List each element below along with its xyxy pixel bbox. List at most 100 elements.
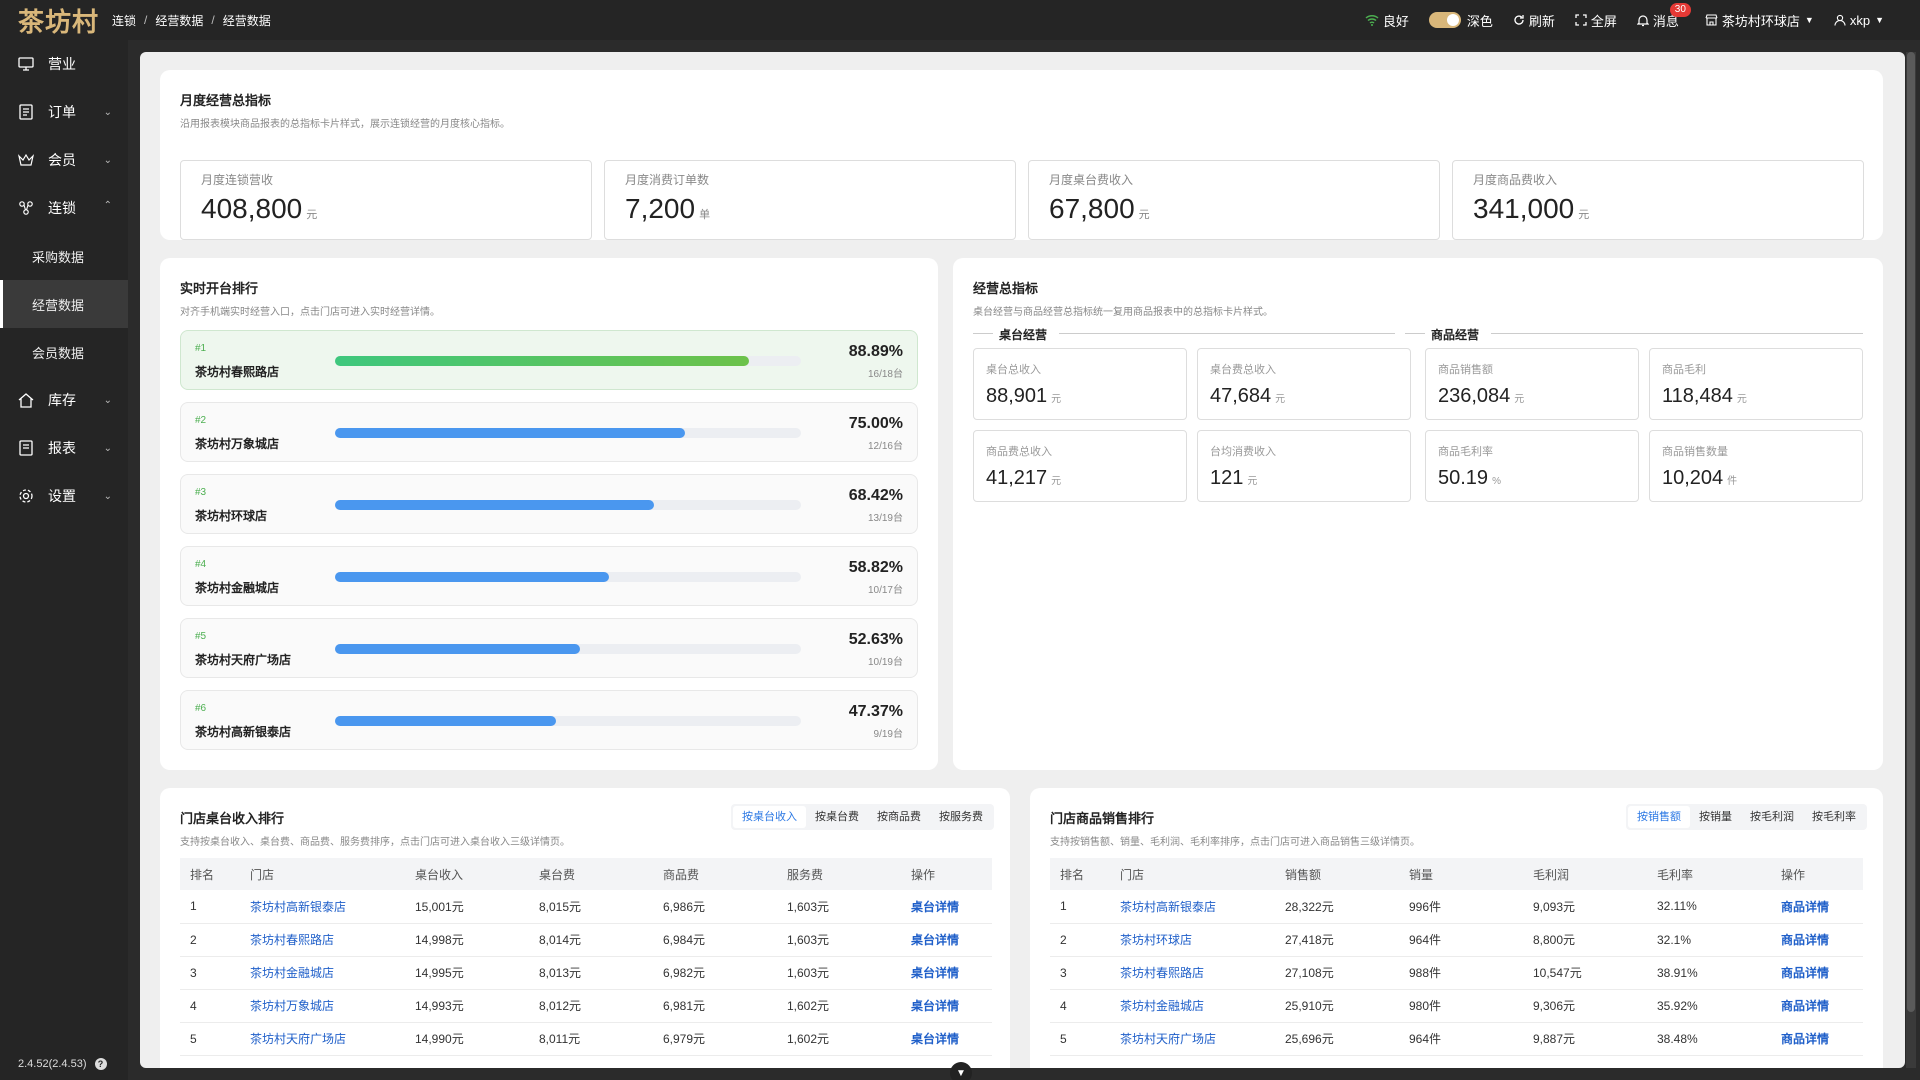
metric-card: 桌台费总收入 47,684 元 bbox=[1197, 348, 1411, 420]
ranking-row[interactable]: #3 茶坊村环球店 68.42% 13/19台 bbox=[180, 474, 918, 534]
store-selector[interactable]: 茶坊村环球店 ▼ bbox=[1705, 11, 1814, 30]
sort-tabs: 按销售额 按销量 按毛利润 按毛利率 bbox=[1626, 804, 1867, 830]
ranking-row[interactable]: #5 茶坊村天府广场店 52.63% 10/19台 bbox=[180, 618, 918, 678]
chevron-down-icon: ⌄ bbox=[103, 107, 112, 118]
sidebar-subitem-member-data[interactable]: 会员数据 bbox=[32, 345, 85, 361]
metric-number: 50.19 bbox=[1438, 467, 1489, 489]
top-bar: 茶坊村 连锁 / 经营数据 / 经营数据 良好 深色 刷新 全屏 消息 30 bbox=[0, 0, 1920, 40]
sidebar-item-settings[interactable]: 设置 ⌄ bbox=[0, 472, 128, 520]
kpi-unit: 元 bbox=[1578, 209, 1590, 221]
theme-toggle[interactable]: 深色 bbox=[1428, 11, 1493, 30]
table-detail-link[interactable]: 桌台详情 bbox=[901, 989, 992, 1023]
breadcrumb-separator: / bbox=[144, 13, 148, 27]
table-detail-link[interactable]: 桌台详情 bbox=[901, 923, 992, 957]
sidebar-item-members[interactable]: 会员 ⌄ bbox=[0, 136, 128, 184]
kpi-value: 67,800 元 bbox=[1049, 193, 1150, 225]
metric-value: 47,684 元 bbox=[1210, 385, 1285, 408]
kpi-unit: 元 bbox=[1138, 209, 1150, 221]
occupancy-count: 10/19台 bbox=[867, 657, 903, 668]
table-cell: 28,322元 bbox=[1275, 890, 1399, 924]
tab-sort-gross-profit[interactable]: 按毛利润 bbox=[1750, 811, 1794, 823]
tab-sort-quantity[interactable]: 按销量 bbox=[1699, 811, 1732, 823]
table-cell: 32.11% bbox=[1647, 890, 1771, 924]
tab-sort-goods-fee[interactable]: 按商品费 bbox=[877, 811, 921, 823]
column-header: 排名 bbox=[1050, 858, 1110, 890]
store-link[interactable]: 茶坊村环球店 bbox=[1110, 923, 1275, 957]
store-link[interactable]: 茶坊村天府广场店 bbox=[240, 1022, 405, 1056]
store-link[interactable]: 茶坊村金融城店 bbox=[1110, 989, 1275, 1023]
breadcrumb-item[interactable]: 经营数据 bbox=[155, 13, 204, 28]
scrollbar-thumb[interactable] bbox=[1907, 52, 1915, 1012]
column-header: 毛利润 bbox=[1523, 858, 1647, 890]
ranking-row[interactable]: #6 茶坊村高新银泰店 47.37% 9/19台 bbox=[180, 690, 918, 750]
tab-sort-table-revenue[interactable]: 按桌台收入 bbox=[733, 806, 806, 828]
metric-number: 10,204 bbox=[1662, 467, 1724, 489]
sidebar-item-business[interactable]: 营业 bbox=[0, 40, 128, 88]
chevron-down-icon: ⌄ bbox=[103, 155, 112, 166]
refresh-icon bbox=[1514, 15, 1524, 25]
sidebar-item-orders[interactable]: 订单 ⌄ bbox=[0, 88, 128, 136]
sidebar-item-inventory[interactable]: 库存 ⌄ bbox=[0, 376, 128, 424]
metric-card: 商品费总收入 41,217 元 bbox=[973, 430, 1187, 502]
scroll-down-icon[interactable]: ▼ bbox=[950, 1062, 972, 1080]
goods-detail-link[interactable]: 商品详情 bbox=[1771, 890, 1863, 924]
kpi-value: 408,800 元 bbox=[201, 193, 317, 225]
ranking-row[interactable]: #1 茶坊村春熙路店 88.89% 16/18台 bbox=[180, 330, 918, 390]
sidebar-subitem-purchase[interactable]: 采购数据 bbox=[32, 249, 85, 265]
user-menu[interactable]: xkp ▼ bbox=[1834, 13, 1884, 28]
tab-sort-margin[interactable]: 按毛利率 bbox=[1812, 811, 1856, 823]
store-link[interactable]: 茶坊村高新银泰店 bbox=[1110, 890, 1275, 924]
goods-detail-link[interactable]: 商品详情 bbox=[1771, 1022, 1863, 1056]
app-logo[interactable]: 茶坊村 bbox=[18, 7, 100, 38]
breadcrumb-item[interactable]: 连锁 bbox=[112, 13, 137, 28]
store-link[interactable]: 茶坊村万象城店 bbox=[240, 989, 405, 1023]
occupancy-bar-fill bbox=[335, 716, 556, 726]
goods-detail-link[interactable]: 商品详情 bbox=[1771, 923, 1863, 957]
sidebar-subitem-operations[interactable]: 经营数据 bbox=[0, 280, 128, 328]
goods-detail-link[interactable]: 商品详情 bbox=[1771, 956, 1863, 990]
store-name: 茶坊村金融城店 bbox=[195, 581, 280, 595]
goods-detail-link[interactable]: 商品详情 bbox=[1771, 989, 1863, 1023]
table-detail-link[interactable]: 桌台详情 bbox=[901, 956, 992, 990]
column-header: 销售额 bbox=[1275, 858, 1399, 890]
help-icon[interactable]: ? bbox=[94, 1058, 107, 1070]
table-cell: 9,306元 bbox=[1523, 989, 1647, 1023]
tab-sort-sales[interactable]: 按销售额 bbox=[1628, 806, 1690, 828]
refresh-button[interactable]: 刷新 bbox=[1513, 11, 1555, 30]
kpi-card: 月度消费订单数 7,200 单 bbox=[604, 160, 1016, 240]
metric-unit: 元 bbox=[1275, 394, 1286, 405]
messages-button[interactable]: 消息 30 bbox=[1636, 2, 1691, 30]
store-link[interactable]: 茶坊村春熙路店 bbox=[1110, 956, 1275, 990]
table-cell: 980件 bbox=[1399, 989, 1523, 1023]
table-row: 4 茶坊村金融城店 25,910元 980件 9,306元 35.92% 商品详… bbox=[1050, 989, 1863, 1023]
fullscreen-button[interactable]: 全屏 bbox=[1575, 11, 1617, 30]
table-detail-link[interactable]: 桌台详情 bbox=[901, 890, 992, 924]
table-detail-link[interactable]: 桌台详情 bbox=[901, 1022, 992, 1056]
network-icon bbox=[18, 200, 34, 216]
table-revenue-ranking-title: 门店桌台收入排行 bbox=[180, 811, 285, 826]
table-cell: 14,995元 bbox=[405, 956, 529, 990]
store-link[interactable]: 茶坊村金融城店 bbox=[240, 956, 405, 990]
tab-sort-table-fee[interactable]: 按桌台费 bbox=[815, 811, 859, 823]
occupancy-percent: 88.89% bbox=[848, 343, 903, 360]
crown-icon bbox=[18, 152, 34, 168]
sidebar-item-reports[interactable]: 报表 ⌄ bbox=[0, 424, 128, 472]
overall-metrics-title: 经营总指标 bbox=[973, 281, 1039, 296]
sort-tabs: 按桌台收入 按桌台费 按商品费 按服务费 bbox=[731, 804, 994, 830]
ranking-row[interactable]: #4 茶坊村金融城店 58.82% 10/17台 bbox=[180, 546, 918, 606]
metric-unit: % bbox=[1492, 476, 1501, 487]
metric-card: 桌台总收入 88,901 元 bbox=[973, 348, 1187, 420]
rank-cell: 1 bbox=[1050, 890, 1110, 924]
store-link[interactable]: 茶坊村高新银泰店 bbox=[240, 890, 405, 924]
sidebar-item-chain[interactable]: 连锁 ⌃ bbox=[0, 184, 128, 232]
table-cell: 996件 bbox=[1399, 890, 1523, 924]
store-link[interactable]: 茶坊村春熙路店 bbox=[240, 923, 405, 957]
theme-switch[interactable] bbox=[1428, 12, 1461, 28]
ranking-row[interactable]: #2 茶坊村万象城店 75.00% 12/16台 bbox=[180, 402, 918, 462]
occupancy-bar bbox=[335, 716, 801, 726]
table-cell: 1,603元 bbox=[777, 956, 901, 990]
page-scrollbar[interactable] bbox=[1906, 52, 1916, 1068]
tab-sort-service-fee[interactable]: 按服务费 bbox=[939, 811, 983, 823]
store-link[interactable]: 茶坊村天府广场店 bbox=[1110, 1022, 1275, 1056]
table-cell: 38.48% bbox=[1647, 1022, 1771, 1056]
